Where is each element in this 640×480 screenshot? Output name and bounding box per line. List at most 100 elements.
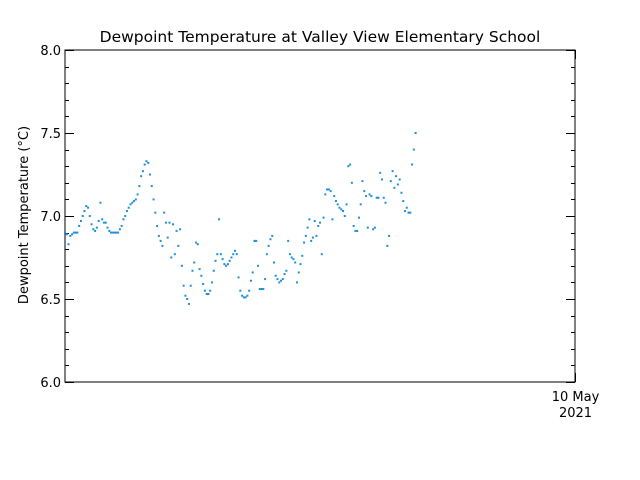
data-point — [395, 175, 398, 178]
data-point — [159, 239, 162, 242]
data-point — [242, 296, 245, 299]
data-point — [225, 264, 228, 267]
data-point — [391, 170, 394, 173]
data-point — [133, 200, 136, 203]
y-tick-labels: 6.0 6.5 7.0 7.5 8.0 — [40, 44, 61, 391]
data-point — [203, 289, 206, 292]
data-point — [373, 226, 376, 229]
data-point — [207, 293, 210, 296]
data-point — [152, 198, 155, 201]
data-point — [124, 215, 127, 217]
data-point — [173, 253, 176, 256]
data-point — [375, 196, 378, 199]
data-point — [333, 195, 336, 198]
data-point — [237, 276, 240, 279]
data-point — [131, 201, 134, 204]
plot-axes — [64, 49, 576, 383]
data-point — [175, 229, 178, 232]
data-point — [90, 223, 93, 226]
data-point — [278, 281, 281, 284]
data-point — [255, 239, 258, 242]
data-point — [156, 224, 159, 227]
data-point — [357, 216, 360, 219]
data-point — [253, 239, 256, 242]
chart-title: Dewpoint Temperature at Valley View Elem… — [100, 28, 541, 46]
data-point — [78, 224, 81, 227]
data-point — [104, 221, 107, 224]
data-point — [313, 219, 316, 222]
data-point — [87, 206, 90, 209]
data-point — [157, 234, 160, 237]
data-point — [292, 258, 295, 261]
data-point — [386, 244, 389, 247]
data-point — [92, 228, 95, 231]
data-point — [322, 216, 325, 219]
data-point — [216, 253, 219, 256]
data-point — [308, 218, 311, 221]
data-point — [393, 186, 396, 189]
data-point — [248, 289, 251, 292]
data-point — [172, 223, 175, 226]
data-point — [182, 284, 185, 287]
data-point — [411, 163, 414, 166]
data-point — [122, 218, 125, 221]
data-point — [164, 221, 167, 224]
data-point — [111, 231, 114, 234]
data-point — [120, 224, 123, 227]
data-point — [354, 229, 357, 232]
data-point — [301, 254, 304, 257]
data-point — [319, 221, 321, 224]
data-point — [170, 256, 173, 259]
y-tick-label: 8.0 — [40, 44, 61, 59]
data-point — [140, 175, 143, 178]
data-point — [379, 171, 382, 174]
data-point — [306, 226, 309, 229]
data-point — [228, 259, 231, 262]
data-point — [141, 170, 144, 173]
data-point — [404, 210, 406, 213]
data-point — [251, 271, 254, 274]
data-point — [280, 279, 283, 282]
data-point — [108, 229, 111, 232]
data-point — [127, 206, 130, 209]
data-point — [317, 224, 320, 227]
data-point — [234, 249, 236, 252]
data-point — [150, 185, 153, 188]
data-point — [230, 256, 233, 259]
data-point — [106, 226, 109, 229]
data-point — [191, 269, 194, 272]
data-point — [283, 273, 286, 276]
data-point — [359, 203, 362, 206]
data-point — [179, 228, 182, 231]
data-point — [295, 281, 298, 284]
data-point — [407, 211, 410, 214]
data-point — [366, 226, 369, 229]
data-point — [189, 284, 192, 287]
y-tick-label: 7.0 — [40, 210, 61, 225]
data-point — [338, 206, 341, 209]
data-point — [380, 178, 383, 181]
data-point — [396, 183, 399, 186]
data-point — [177, 244, 180, 247]
data-point — [384, 201, 387, 204]
data-point — [97, 219, 100, 222]
data-point — [349, 163, 352, 166]
data-point — [249, 279, 252, 282]
data-point — [99, 201, 102, 204]
data-point — [398, 178, 401, 181]
y-tick-label: 7.5 — [40, 127, 61, 142]
data-point — [315, 234, 318, 237]
data-point — [115, 231, 118, 234]
data-point — [257, 264, 260, 267]
data-point — [336, 203, 339, 206]
data-point — [414, 132, 417, 134]
data-point — [405, 206, 408, 209]
data-point — [79, 219, 82, 222]
data-point — [71, 233, 74, 236]
data-point — [117, 231, 120, 234]
data-point — [342, 210, 345, 213]
data-point — [136, 193, 139, 196]
data-point — [239, 289, 242, 292]
data-point — [269, 238, 272, 241]
data-point — [388, 234, 391, 237]
